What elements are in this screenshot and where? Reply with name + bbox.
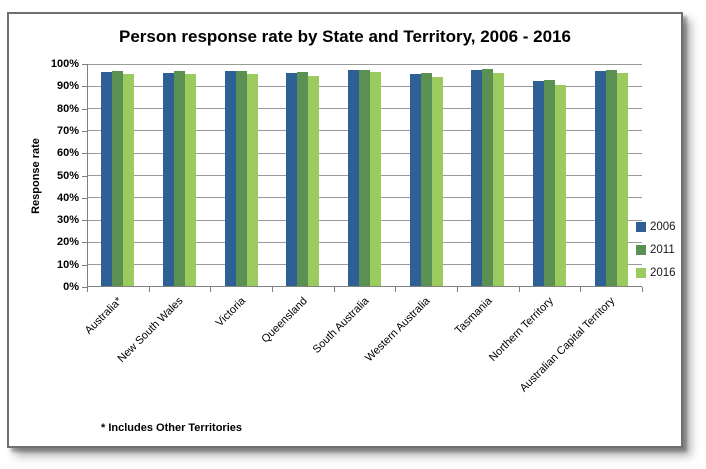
y-tick-mark — [82, 175, 87, 177]
legend-label-2006: 2006 — [650, 220, 676, 233]
y-tick-mark — [82, 64, 87, 65]
legend-swatch-2011-icon — [636, 244, 646, 255]
x-tick-mark — [87, 287, 88, 292]
bar-2011-new-south-wales — [174, 71, 185, 286]
x-tick-mark — [518, 287, 520, 292]
y-tick-label-90%: 90% — [56, 80, 79, 93]
y-tick-label-80%: 80% — [56, 102, 79, 115]
bar-2011-south-australia — [359, 69, 370, 286]
bar-2006-south-australia — [348, 70, 359, 286]
x-tick-mark — [642, 287, 643, 292]
y-tick-mark — [82, 130, 87, 132]
bar-2011-australian-capital-territory — [605, 70, 617, 286]
bar-2011-tasmania — [482, 69, 494, 286]
x-tick-mark — [272, 287, 273, 292]
x-tick-mark — [210, 287, 212, 292]
gridline-100% — [87, 63, 642, 65]
x-category-label-queensland: Queensland — [258, 295, 310, 346]
y-tick-mark — [82, 242, 87, 244]
x-tick-mark — [457, 287, 458, 292]
bar-2016-australian-capital-territory — [616, 73, 628, 286]
y-tick-label-50%: 50% — [56, 169, 79, 182]
x-category-label-new-south-wales: New South Wales — [115, 295, 186, 366]
bar-2016-victoria — [246, 74, 258, 286]
bar-2011-victoria — [235, 70, 247, 286]
chart-title: Person response rate by State and Territ… — [119, 27, 571, 46]
chart-footnote: * Includes Other Territories — [101, 422, 243, 434]
y-tick-label-70%: 70% — [56, 124, 79, 137]
x-category-label-tasmania: Tasmania — [452, 295, 495, 337]
y-tick-label-100%: 100% — [50, 58, 79, 70]
legend: 2006 2011 2016 — [636, 220, 676, 289]
legend-item-2011: 2011 — [636, 243, 676, 256]
chart-canvas: Person response rate by State and Territ… — [7, 12, 683, 448]
x-tick-mark — [333, 287, 335, 292]
y-tick-mark — [82, 264, 87, 266]
bar-2016-western-australia — [431, 76, 443, 286]
legend-item-2016: 2016 — [636, 266, 676, 279]
bar-2006-northern-territory — [533, 80, 544, 286]
y-tick-label-10%: 10% — [56, 258, 79, 271]
bar-2016-south-australia — [370, 71, 381, 286]
x-category-label-australia-: Australia* — [82, 295, 125, 337]
bar-2011-australia- — [112, 71, 124, 286]
y-tick-label-60%: 60% — [56, 147, 79, 160]
bar-2006-victoria — [224, 71, 236, 286]
legend-swatch-2016-icon — [636, 267, 646, 278]
bar-2016-northern-territory — [555, 84, 566, 286]
legend-swatch-2006-icon — [636, 221, 646, 232]
legend-item-2006: 2006 — [636, 220, 676, 233]
x-category-label-south-australia: South Australia — [310, 295, 371, 356]
bar-2016-new-south-wales — [185, 74, 196, 286]
bar-2006-australian-capital-territory — [594, 71, 606, 286]
bar-2016-tasmania — [493, 72, 505, 286]
x-tick-mark — [148, 287, 150, 292]
bar-2011-queensland — [297, 72, 309, 286]
y-tick-mark — [82, 287, 87, 288]
y-tick-label-20%: 20% — [56, 236, 79, 249]
x-category-label-victoria: Victoria — [213, 295, 248, 330]
x-category-label-western-australia: Western Australia — [363, 295, 433, 365]
bar-2011-northern-territory — [544, 80, 555, 286]
bar-2006-western-australia — [409, 74, 421, 286]
y-tick-mark — [82, 153, 87, 155]
x-tick-mark — [395, 287, 397, 292]
bar-2006-new-south-wales — [163, 73, 174, 286]
bar-2006-queensland — [286, 73, 298, 286]
x-axis-line — [87, 286, 642, 287]
y-tick-label-30%: 30% — [56, 214, 79, 227]
bar-2016-queensland — [308, 76, 320, 286]
legend-label-2011: 2011 — [650, 243, 675, 256]
bar-2011-western-australia — [420, 72, 432, 286]
bar-2016-australia- — [123, 74, 135, 286]
plot-area — [87, 63, 642, 287]
x-category-label-northern-territory: Northern Territory — [487, 295, 556, 364]
y-tick-mark — [82, 220, 87, 222]
bar-2006-australia- — [101, 72, 113, 286]
y-axis-line — [87, 64, 88, 287]
x-tick-mark — [580, 287, 582, 292]
y-tick-label-40%: 40% — [56, 191, 79, 204]
y-tick-mark — [82, 197, 87, 199]
y-tick-mark — [82, 86, 87, 88]
y-tick-mark — [82, 108, 87, 110]
legend-label-2016: 2016 — [650, 266, 676, 279]
bar-2006-tasmania — [471, 69, 483, 286]
y-tick-label-0%: 0% — [63, 281, 79, 293]
